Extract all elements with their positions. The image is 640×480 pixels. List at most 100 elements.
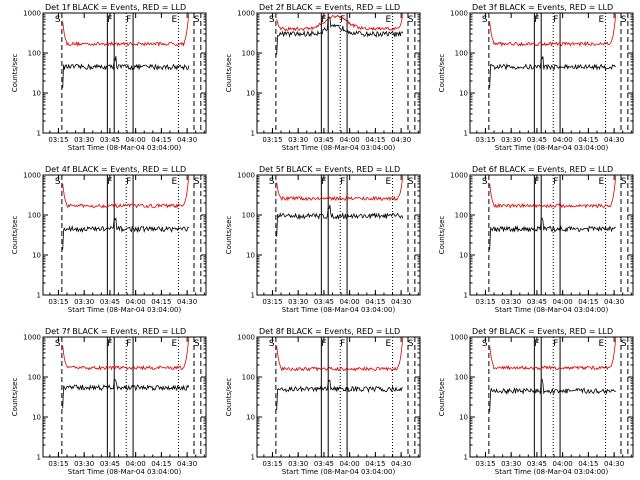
y-tick-label: 10 xyxy=(246,90,255,98)
y-tick-label: 1 xyxy=(251,130,255,138)
x-tick-label: 03:45 xyxy=(527,136,547,144)
time-marker-label: F xyxy=(107,177,112,187)
y-tick-label: 1 xyxy=(464,292,468,300)
time-marker-label: S xyxy=(482,15,488,25)
y-tick-label: 1 xyxy=(251,454,255,462)
time-marker-label: S xyxy=(408,177,414,187)
events-series-line xyxy=(62,378,190,409)
y-tick-label: 1000 xyxy=(237,334,255,342)
y-tick-label: 100 xyxy=(242,212,255,220)
y-axis-label: Counts/sec xyxy=(225,378,233,417)
x-tick-label: 04:15 xyxy=(365,298,385,306)
x-tick-label: 03:30 xyxy=(288,298,308,306)
y-axis-label: Counts/sec xyxy=(225,216,233,255)
time-marker-label: F xyxy=(126,339,131,349)
panel-title: Det 6f BLACK = Events, RED = LLD xyxy=(472,165,613,174)
x-tick-label: 04:15 xyxy=(578,136,598,144)
time-marker-label: F xyxy=(321,15,326,25)
x-tick-label: 03:45 xyxy=(100,136,120,144)
y-tick-label: 100 xyxy=(455,374,468,382)
x-tick-label: 03:15 xyxy=(475,460,495,468)
detector-panel-4: Det 4f BLACK = Events, RED = LLD 1 10 100 10… xyxy=(11,165,207,314)
x-tick-label: 03:30 xyxy=(288,460,308,468)
y-tick-label: 10 xyxy=(459,414,468,422)
y-axis-label: Counts/sec xyxy=(225,54,233,93)
x-tick-label: 04:15 xyxy=(365,136,385,144)
lld-series-line xyxy=(489,174,617,209)
time-marker-label: S xyxy=(621,15,627,25)
events-series-line xyxy=(489,378,617,412)
y-tick-label: 100 xyxy=(242,50,255,58)
y-tick-label: 1 xyxy=(251,292,255,300)
events-series-line xyxy=(276,204,404,237)
x-tick-label: 03:45 xyxy=(100,298,120,306)
x-tick-label: 04:00 xyxy=(340,136,360,144)
x-tick-label: 03:45 xyxy=(314,136,334,144)
x-axis-label: Start Time (08-Mar-04 03:04:00) xyxy=(282,306,396,314)
plot-frame xyxy=(256,336,421,458)
y-tick-label: 1 xyxy=(37,130,41,138)
detector-panel-8: Det 8f BLACK = Events, RED = LLD 1 10 100 10… xyxy=(225,327,421,476)
detector-panel-7: Det 7f BLACK = Events, RED = LLD 1 10 100 10… xyxy=(11,327,207,476)
y-tick-label: 100 xyxy=(455,50,468,58)
plot-frame xyxy=(42,12,207,134)
time-marker-label: S xyxy=(408,339,414,349)
x-tick-label: 03:30 xyxy=(74,460,94,468)
x-tick-label: 04:30 xyxy=(604,136,624,144)
x-tick-label: 04:00 xyxy=(126,298,146,306)
time-marker-label: E xyxy=(386,177,392,187)
panel-title: Det 4f BLACK = Events, RED = LLD xyxy=(45,165,186,174)
panel-title: Det 7f BLACK = Events, RED = LLD xyxy=(45,327,186,336)
y-axis-label: Counts/sec xyxy=(438,378,446,417)
y-tick-label: 10 xyxy=(459,252,468,260)
time-marker-label: E xyxy=(599,177,605,187)
x-tick-label: 04:00 xyxy=(553,136,573,144)
x-tick-label: 03:30 xyxy=(74,136,94,144)
x-tick-label: 04:30 xyxy=(604,298,624,306)
detector-panel-9: Det 9f BLACK = Events, RED = LLD 1 10 100 10… xyxy=(438,327,634,476)
x-tick-label: 04:00 xyxy=(126,136,146,144)
y-tick-label: 1000 xyxy=(237,10,255,18)
time-marker-label: F xyxy=(553,339,558,349)
time-marker-label: S xyxy=(482,177,488,187)
events-series-line xyxy=(489,56,616,88)
x-tick-label: 03:30 xyxy=(501,298,521,306)
time-marker-label: S xyxy=(269,339,275,349)
y-tick-label: 10 xyxy=(32,414,41,422)
plot-frame xyxy=(42,174,207,296)
y-tick-label: 10 xyxy=(32,90,41,98)
y-axis-label: Counts/sec xyxy=(11,378,19,417)
x-tick-label: 04:00 xyxy=(553,298,573,306)
time-marker-label: S xyxy=(55,15,61,25)
time-marker-label: F xyxy=(321,339,326,349)
time-marker-label: S xyxy=(269,15,275,25)
y-axis-label: Counts/sec xyxy=(438,54,446,93)
y-tick-label: 100 xyxy=(455,212,468,220)
panel-title: Det 5f BLACK = Events, RED = LLD xyxy=(259,165,400,174)
y-tick-label: 1000 xyxy=(450,10,468,18)
y-tick-label: 1 xyxy=(37,292,41,300)
events-series-line xyxy=(62,56,190,88)
x-tick-label: 04:30 xyxy=(177,298,197,306)
x-tick-label: 03:15 xyxy=(262,298,282,306)
events-series-line xyxy=(276,16,404,55)
plot-frame xyxy=(42,336,207,458)
x-tick-label: 04:00 xyxy=(553,460,573,468)
detector-panel-1: Det 1f BLACK = Events, RED = LLD 1 10 100 10… xyxy=(11,3,207,152)
x-tick-label: 03:45 xyxy=(527,298,547,306)
lld-series-line xyxy=(276,174,404,202)
time-marker-label: F xyxy=(321,177,326,187)
time-marker-label: F xyxy=(534,15,539,25)
y-tick-label: 100 xyxy=(28,374,41,382)
y-tick-label: 1000 xyxy=(23,334,41,342)
time-marker-label: S xyxy=(621,339,627,349)
x-tick-label: 03:30 xyxy=(288,136,308,144)
plot-frame xyxy=(469,174,634,296)
y-tick-label: 1000 xyxy=(23,10,41,18)
time-marker-label: S xyxy=(408,15,414,25)
x-tick-label: 04:15 xyxy=(578,460,598,468)
time-marker-label: F xyxy=(107,339,112,349)
x-tick-label: 04:15 xyxy=(365,460,385,468)
y-tick-label: 10 xyxy=(246,252,255,260)
